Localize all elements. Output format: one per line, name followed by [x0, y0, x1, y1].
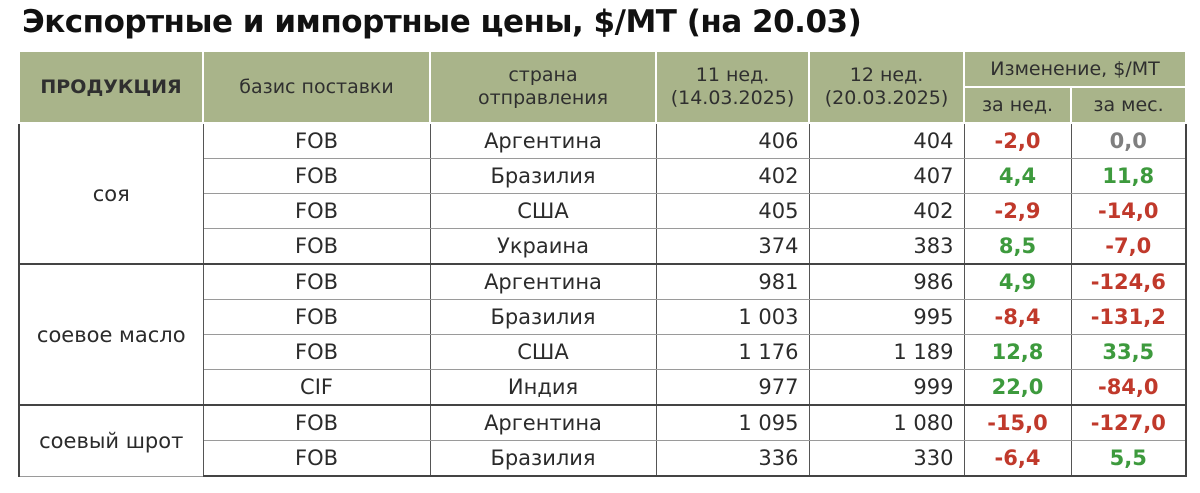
week12-cell: 986 — [808, 263, 965, 300]
week11-cell: 336 — [655, 440, 810, 477]
basis-cell: FOB — [202, 263, 431, 300]
header-change: Изменение, $/МТ — [962, 50, 1188, 88]
country-cell: США — [429, 193, 657, 229]
change-week-cell: -2,0 — [963, 122, 1072, 159]
week11-cell: 374 — [655, 228, 810, 265]
change-month-cell: 11,8 — [1070, 158, 1187, 194]
header-basis: базис поставки — [202, 50, 431, 124]
table-row: FOB Бразилия 1 003 995 -8,4 -131,2 — [19, 299, 1187, 335]
table-row: соя FOB Аргентина 406 404 -2,0 0,0 — [18, 122, 1187, 265]
change-month-cell: -7,0 — [1070, 228, 1187, 265]
week11-cell: 406 — [655, 122, 810, 159]
header-change-month: за мес. — [1069, 86, 1188, 124]
basis-cell: FOB — [202, 193, 431, 229]
header-week-12-line1: 12 нед. — [849, 64, 924, 86]
table-row: соевое масло FOB Аргентина 981 986 4,9 -… — [18, 263, 1187, 406]
change-month-cell: 0,0 — [1070, 122, 1187, 159]
country-cell: Аргентина — [429, 122, 657, 159]
week11-cell: 977 — [655, 369, 810, 406]
country-cell: США — [429, 334, 657, 370]
header-country: страна отправления — [429, 50, 657, 124]
table-row: FOB Бразилия 336 330 -6,4 5,5 — [19, 440, 1187, 477]
change-month-cell: -84,0 — [1070, 369, 1187, 406]
change-week-cell: 4,4 — [963, 158, 1072, 194]
page-title: Экспортные и импортные цены, $/МТ (на 20… — [22, 4, 862, 40]
header-product: ПРОДУКЦИЯ — [18, 50, 204, 124]
change-week-cell: 12,8 — [963, 334, 1072, 370]
change-week-cell: -8,4 — [963, 299, 1072, 335]
week11-cell: 402 — [655, 158, 810, 194]
header-country-line2: отправления — [477, 87, 609, 109]
change-month-cell: -124,6 — [1070, 263, 1187, 300]
change-month-cell: 5,5 — [1070, 440, 1187, 477]
country-cell: Бразилия — [429, 440, 657, 477]
change-week-cell: -15,0 — [963, 404, 1072, 441]
basis-cell: FOB — [202, 404, 431, 441]
header-week-11-line2: (14.03.2025) — [670, 87, 795, 109]
basis-cell: FOB — [202, 299, 431, 335]
country-cell: Аргентина — [429, 263, 657, 300]
change-week-cell: -6,4 — [963, 440, 1072, 477]
table-row: FOB Украина 374 383 8,5 -7,0 — [19, 228, 1187, 265]
header-change-week: за нед. — [963, 86, 1072, 124]
change-month-cell: -131,2 — [1070, 299, 1187, 335]
week12-cell: 1 080 — [808, 404, 965, 441]
change-month-cell: -14,0 — [1070, 193, 1187, 229]
change-week-cell: 22,0 — [963, 369, 1072, 406]
change-month-cell: 33,5 — [1070, 334, 1187, 370]
country-cell: Индия — [429, 369, 657, 406]
week12-cell: 383 — [808, 228, 965, 265]
week12-cell: 999 — [808, 369, 965, 406]
change-week-cell: 4,9 — [963, 263, 1072, 300]
week11-cell: 981 — [655, 263, 810, 300]
product-cell: соя — [18, 122, 204, 265]
basis-cell: FOB — [202, 334, 431, 370]
change-month-cell: -127,0 — [1070, 404, 1187, 441]
week11-cell: 405 — [655, 193, 810, 229]
week12-cell: 404 — [808, 122, 965, 159]
basis-cell: FOB — [202, 122, 431, 159]
country-cell: Бразилия — [429, 299, 657, 335]
basis-cell: CIF — [202, 369, 431, 406]
week12-cell: 407 — [808, 158, 965, 194]
table-row: FOB США 1 176 1 189 12,8 33,5 — [19, 334, 1187, 370]
basis-cell: FOB — [202, 440, 431, 477]
header-week-11: 11 нед. (14.03.2025) — [655, 50, 810, 124]
basis-cell: FOB — [202, 158, 431, 194]
change-week-cell: -2,9 — [963, 193, 1072, 229]
table-row: CIF Индия 977 999 22,0 -84,0 — [19, 369, 1187, 406]
header-week-12: 12 нед. (20.03.2025) — [808, 50, 965, 124]
country-cell: Украина — [429, 228, 657, 265]
basis-cell: FOB — [202, 228, 431, 265]
week11-cell: 1 095 — [655, 404, 810, 441]
week11-cell: 1 003 — [655, 299, 810, 335]
week12-cell: 995 — [808, 299, 965, 335]
week12-cell: 1 189 — [808, 334, 965, 370]
header-country-line1: страна — [508, 64, 578, 86]
week12-cell: 402 — [808, 193, 965, 229]
header-week-12-line2: (20.03.2025) — [824, 87, 949, 109]
table-row: FOB США 405 402 -2,9 -14,0 — [19, 193, 1187, 229]
change-week-cell: 8,5 — [963, 228, 1072, 265]
product-cell: соевый шрот — [18, 404, 204, 477]
table-row: соевый шрот FOB Аргентина 1 095 1 080 -1… — [18, 404, 1187, 477]
week12-cell: 330 — [808, 440, 965, 477]
week11-cell: 1 176 — [655, 334, 810, 370]
product-cell: соевое масло — [18, 263, 204, 406]
price-table: ПРОДУКЦИЯ базис поставки страна отправле… — [18, 50, 1188, 477]
header-week-11-line1: 11 нед. — [695, 64, 770, 86]
country-cell: Бразилия — [429, 158, 657, 194]
country-cell: Аргентина — [429, 404, 657, 441]
